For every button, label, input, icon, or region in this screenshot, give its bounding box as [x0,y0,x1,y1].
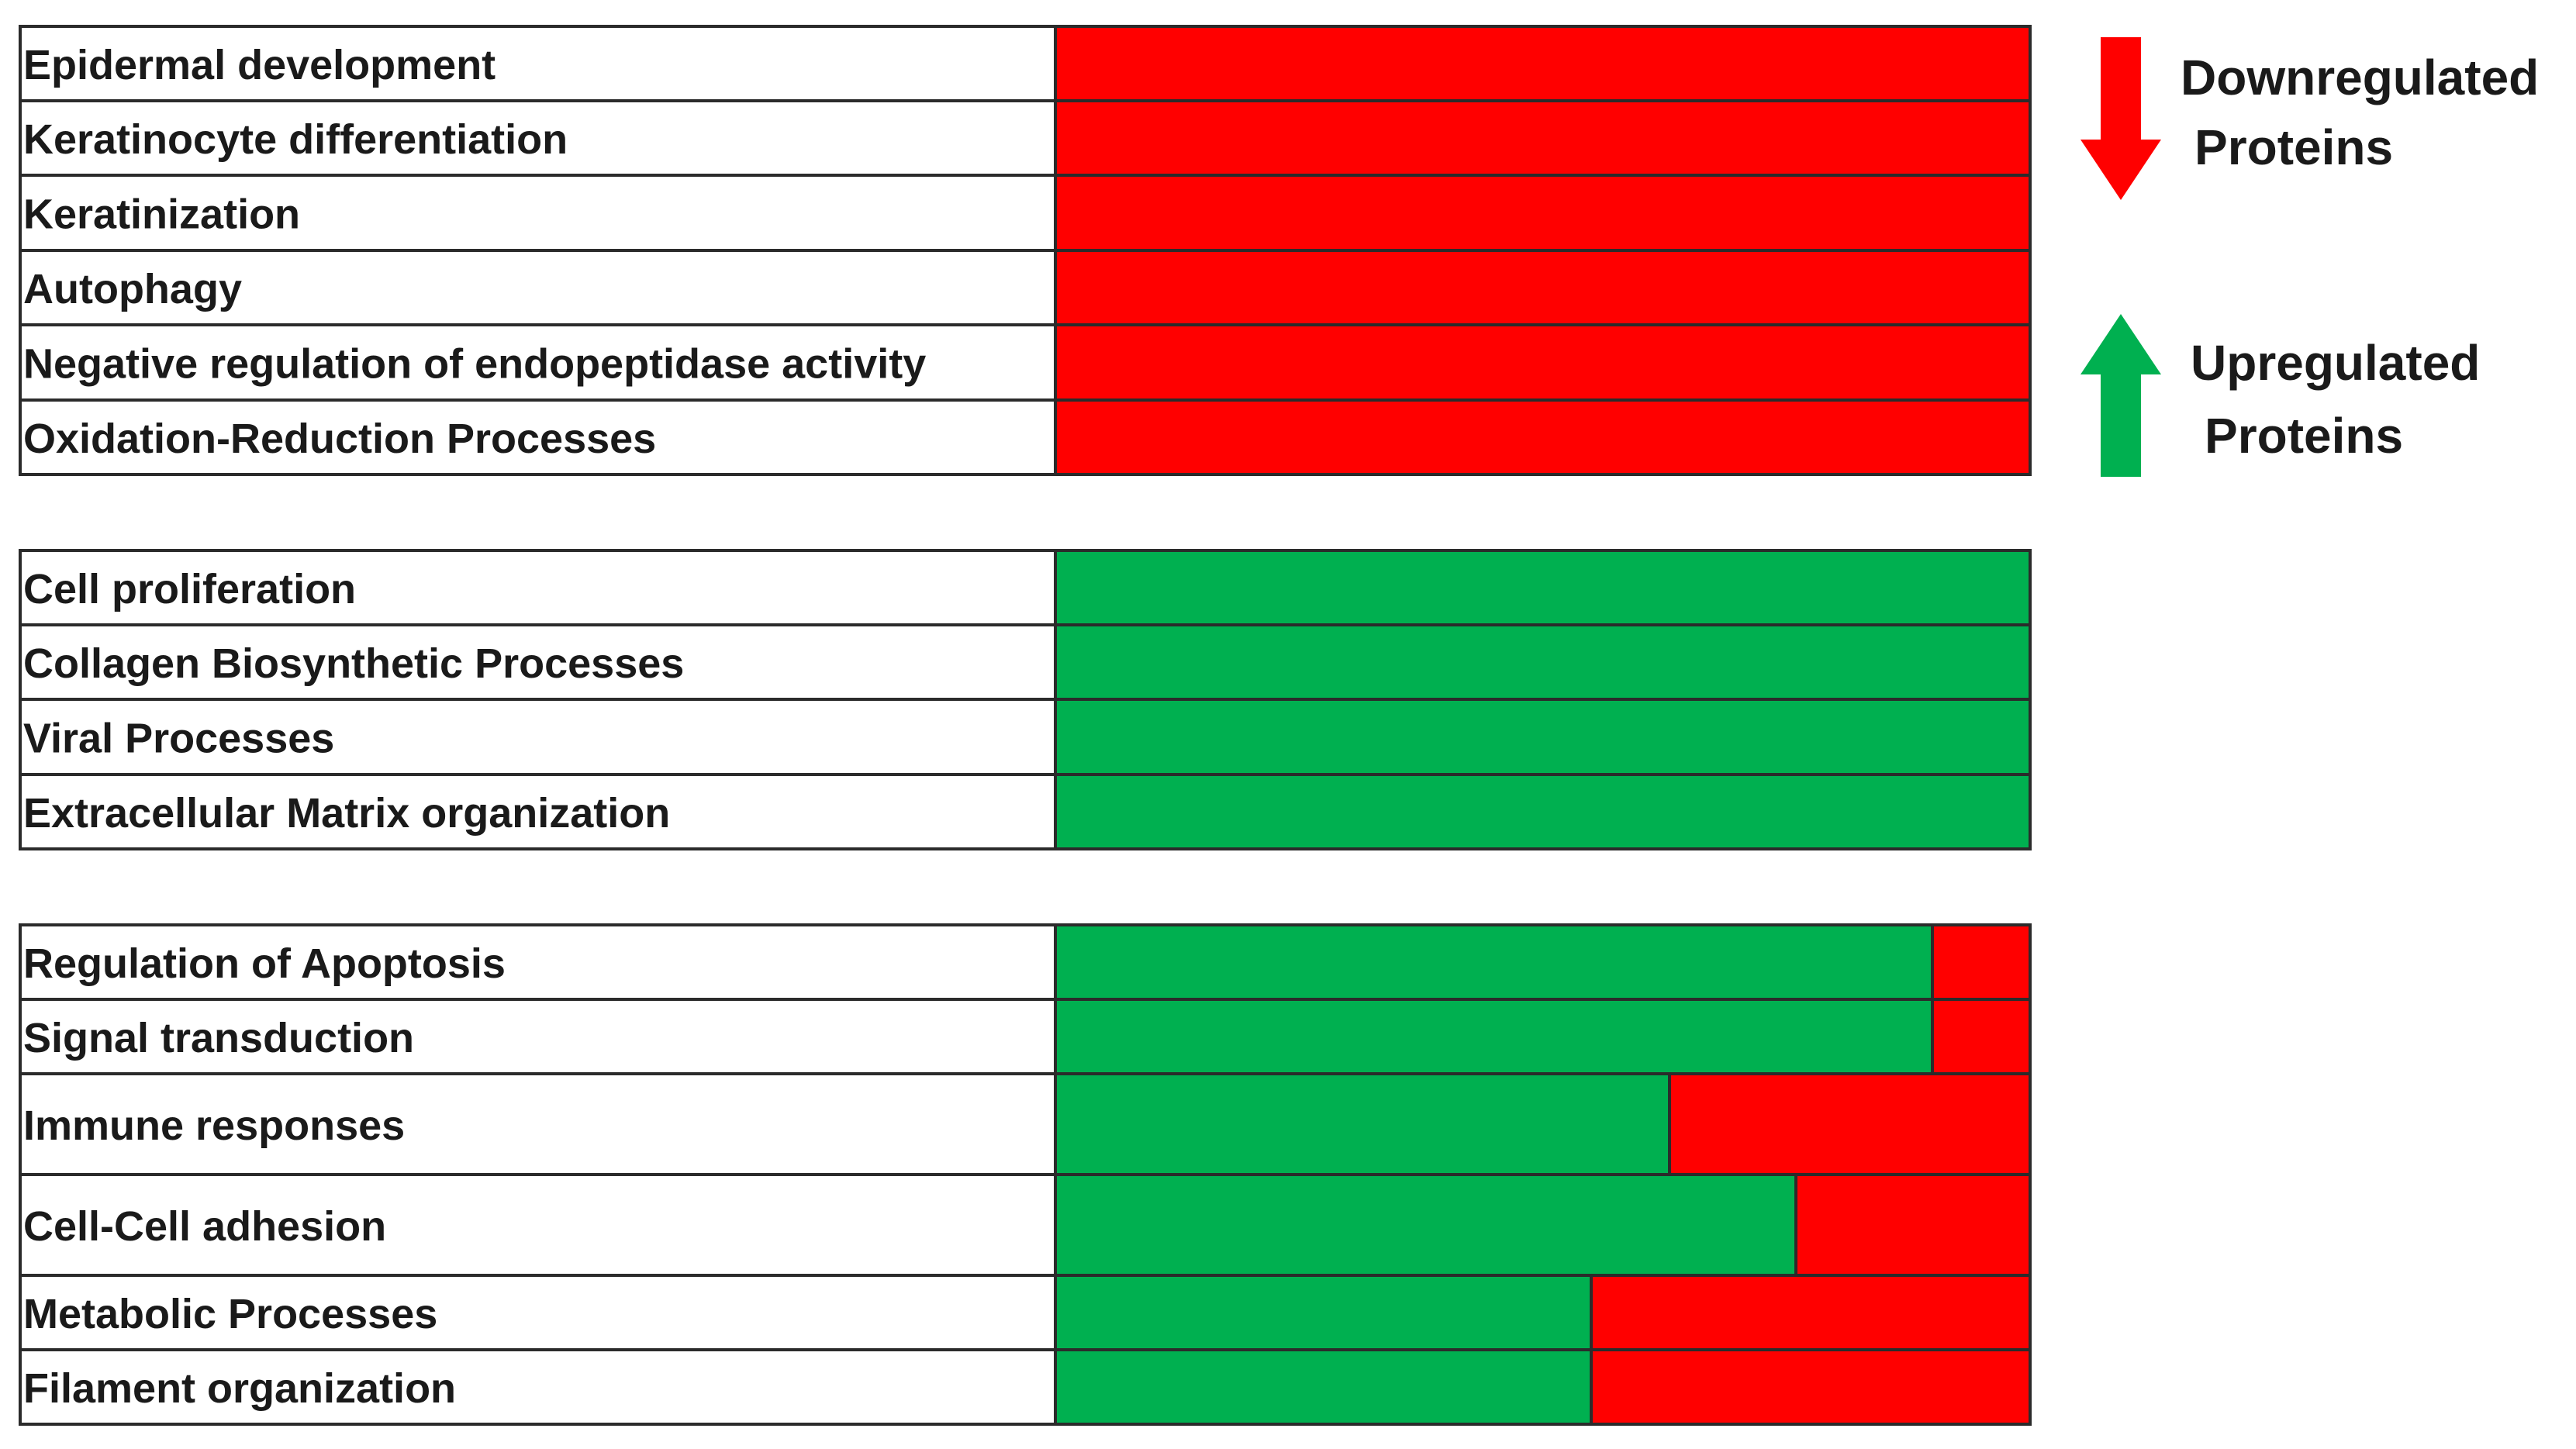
legend-label-line1: Downregulated [2181,50,2539,105]
label-cell [19,1173,1057,1277]
row-group-1: Epidermal development Keratinocyte differ… [19,25,2032,476]
legend-up: Upregulated Proteins [2080,314,2480,477]
legend-label-line1: Upregulated [2191,335,2480,391]
bar-down-epidermal-development [1054,25,2032,102]
chart-row-keratinocyte-differentiation: Keratinocyte differentiation [19,99,2032,177]
category-label: Regulation of Apoptosis [23,940,506,987]
chart-row-immune-responses: Immune responses [19,1072,2032,1176]
chart-row-viral-processes: Viral Processes [19,698,2032,776]
category-label: Metabolic Processes [23,1291,437,1337]
row-group-3: Regulation of Apoptosis Signal transducti… [19,923,2032,1426]
bar-up-signal-transduction [1054,998,1934,1075]
bar-down-regulation-of-apoptosis [1931,923,2032,1001]
chart-row-signal-transduction: Signal transduction [19,998,2032,1075]
category-label: Cell-Cell adhesion [23,1203,386,1250]
chart-row-oxidation-reduction-processes: Oxidation-Reduction Processes [19,398,2032,476]
category-label: Oxidation-Reduction Processes [23,416,656,462]
bar-up-cell-cell-adhesion [1054,1173,1797,1277]
chart-row-keratinization: Keratinization [19,174,2032,252]
category-label: Negative regulation of endopeptidase act… [23,341,926,388]
label-cell [19,398,1057,476]
bar-up-immune-responses [1054,1072,1671,1176]
category-label: Autophagy [23,266,242,312]
chart-row-negative-regulation-of-endopeptidase-activity: Negative regulation of endopeptidase act… [19,323,2032,402]
bar-up-cell-proliferation [1054,549,2032,626]
bar-down-immune-responses [1668,1072,2032,1176]
legend-down: Downregulated Proteins [2080,37,2539,200]
category-label: Viral Processes [23,716,334,762]
label-cell [19,25,1057,102]
up-arrow-icon [2080,314,2161,477]
label-cell [19,998,1057,1075]
legend-label-line2: Proteins [2205,408,2403,464]
legend-label-line2: Proteins [2194,119,2393,175]
down-arrow-icon [2080,37,2161,200]
chart-row-autophagy: Autophagy [19,249,2032,326]
bar-down-signal-transduction [1931,998,2032,1075]
bar-down-autophagy [1054,249,2032,326]
bar-down-negative-regulation-of-endopeptidase-activity [1054,323,2032,402]
category-label: Cell proliferation [23,566,356,612]
category-label: Immune responses [23,1102,405,1149]
bar-down-metabolic-processes [1590,1274,2032,1351]
category-label: Signal transduction [23,1015,414,1061]
bar-up-filament-organization [1054,1348,1593,1426]
chart-row-cell-cell-adhesion: Cell-Cell adhesion [19,1173,2032,1277]
category-label: Keratinization [23,191,300,238]
row-group-2: Cell proliferation Collagen Biosynthetic … [19,549,2032,850]
bar-down-keratinocyte-differentiation [1054,99,2032,177]
bar-down-cell-cell-adhesion [1794,1173,2032,1277]
label-cell [19,1348,1057,1426]
category-label: Keratinocyte differentiation [23,116,568,163]
chart-row-extracellular-matrix-organization: Extracellular Matrix organization [19,773,2032,850]
chart-row-epidermal-development: Epidermal development [19,25,2032,102]
label-cell [19,773,1057,850]
category-label: Epidermal development [23,42,496,88]
chart-row-collagen-biosynthetic-processes: Collagen Biosynthetic Processes [19,623,2032,701]
chart-row-cell-proliferation: Cell proliferation [19,549,2032,626]
chart-legend: Downregulated Proteins Upregulated Proteins [2080,37,2539,477]
category-label: Collagen Biosynthetic Processes [23,640,684,687]
bar-up-collagen-biosynthetic-processes [1054,623,2032,701]
chart-row-regulation-of-apoptosis: Regulation of Apoptosis [19,923,2032,1001]
chart-row-filament-organization: Filament organization [19,1348,2032,1426]
chart-row-metabolic-processes: Metabolic Processes [19,1274,2032,1351]
chart-groups: Epidermal development Keratinocyte differ… [19,25,2032,1426]
label-cell [19,623,1057,701]
bar-up-regulation-of-apoptosis [1054,923,1934,1001]
bar-down-keratinization [1054,174,2032,252]
bar-down-oxidation-reduction-processes [1054,398,2032,476]
bar-up-viral-processes [1054,698,2032,776]
label-cell [19,99,1057,177]
bar-up-metabolic-processes [1054,1274,1593,1351]
category-label: Extracellular Matrix organization [23,790,670,837]
category-label: Filament organization [23,1365,456,1412]
bar-up-extracellular-matrix-organization [1054,773,2032,850]
bar-down-filament-organization [1590,1348,2032,1426]
